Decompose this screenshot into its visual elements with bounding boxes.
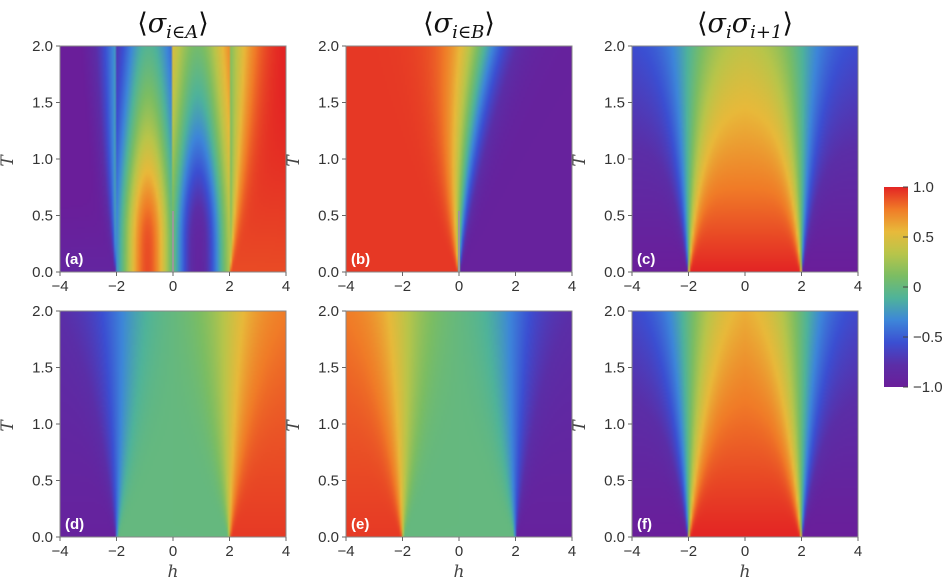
x-tick-label: −4 bbox=[337, 278, 354, 295]
x-tick-label: 2 bbox=[225, 543, 233, 560]
y-tick-label: 1.0 bbox=[318, 151, 339, 168]
heatmap-panel-c: −4 −2 0 2 4 0.0 0.5 1.0 1.5 2.0 T (c) bbox=[570, 38, 862, 295]
y-tick-label: 0.5 bbox=[32, 208, 53, 225]
column-title: ⟨σi∈A⟩ bbox=[137, 8, 209, 43]
x-tick-label: 2 bbox=[511, 278, 519, 295]
x-tick-label: 2 bbox=[511, 543, 519, 560]
y-tick-label: 2.0 bbox=[32, 303, 53, 320]
heatmap-panel-d: −4 −2 0 2 4 0.0 0.5 1.0 1.5 2.0 Th (d) bbox=[0, 303, 290, 582]
colorbar-tick-label: 0 bbox=[913, 279, 921, 296]
x-tick-label: 0 bbox=[455, 543, 463, 560]
panel-label: (f) bbox=[637, 516, 652, 533]
colorbar-tick-label: 1.0 bbox=[913, 179, 934, 196]
heatmap-image bbox=[60, 311, 286, 537]
y-tick-label: 0.5 bbox=[318, 473, 339, 490]
x-tick-label: 4 bbox=[854, 543, 862, 560]
x-tick-label: −4 bbox=[51, 543, 68, 560]
y-axis-label: T bbox=[570, 419, 590, 432]
heatmap-image bbox=[632, 311, 858, 537]
heatmap-panel-a: −4 −2 0 2 4 0.0 0.5 1.0 1.5 2.0 T (a) bbox=[0, 38, 290, 295]
x-tick-label: −4 bbox=[623, 543, 640, 560]
y-axis-label: T bbox=[570, 154, 590, 167]
y-tick-label: 2.0 bbox=[604, 303, 625, 320]
y-tick-label: 0.0 bbox=[604, 264, 625, 281]
y-tick-label: 1.5 bbox=[32, 360, 53, 377]
panel-label: (d) bbox=[65, 516, 84, 533]
heatmap-panel-e: −4 −2 0 2 4 0.0 0.5 1.0 1.5 2.0 Th (e) bbox=[284, 303, 576, 582]
y-tick-label: 2.0 bbox=[604, 38, 625, 55]
x-tick-label: 4 bbox=[282, 278, 290, 295]
y-tick-label: 2.0 bbox=[32, 38, 53, 55]
x-tick-label: −2 bbox=[394, 278, 411, 295]
panel-label: (b) bbox=[351, 251, 370, 268]
colorbar-tick-label: −1.0 bbox=[913, 379, 943, 396]
panel-label: (e) bbox=[351, 516, 369, 533]
y-tick-label: 0.0 bbox=[32, 529, 53, 546]
y-tick-label: 1.0 bbox=[32, 151, 53, 168]
y-tick-label: 1.0 bbox=[32, 416, 53, 433]
y-tick-label: 1.0 bbox=[604, 151, 625, 168]
y-tick-label: 0.5 bbox=[32, 473, 53, 490]
x-tick-label: 0 bbox=[741, 543, 749, 560]
x-tick-label: −4 bbox=[623, 278, 640, 295]
x-tick-label: 0 bbox=[741, 278, 749, 295]
x-tick-label: 4 bbox=[854, 278, 862, 295]
x-axis-label: h bbox=[168, 562, 179, 582]
heatmap-panel-b: −4 −2 0 2 4 0.0 0.5 1.0 1.5 2.0 T (b) bbox=[284, 38, 576, 295]
column-title: ⟨σi∈B⟩ bbox=[423, 8, 495, 43]
x-tick-label: −2 bbox=[394, 543, 411, 560]
x-axis-label: h bbox=[740, 562, 751, 582]
x-tick-label: 2 bbox=[225, 278, 233, 295]
column-titles: ⟨σi∈A⟩ ⟨σi∈B⟩ ⟨σiσi+1⟩ bbox=[137, 8, 793, 43]
x-tick-label: −2 bbox=[680, 543, 697, 560]
y-tick-label: 1.5 bbox=[32, 95, 53, 112]
y-tick-label: 1.5 bbox=[604, 360, 625, 377]
column-title: ⟨σiσi+1⟩ bbox=[697, 8, 793, 43]
x-tick-label: −4 bbox=[51, 278, 68, 295]
colorbar-tick-label: 0.5 bbox=[913, 229, 934, 246]
x-tick-label: 0 bbox=[169, 543, 177, 560]
y-tick-label: 0.5 bbox=[318, 208, 339, 225]
y-tick-label: 0.0 bbox=[32, 264, 53, 281]
x-tick-label: −2 bbox=[108, 543, 125, 560]
colorbar-tick-label: −0.5 bbox=[913, 329, 943, 346]
y-tick-label: 0.0 bbox=[318, 529, 339, 546]
y-tick-label: 1.0 bbox=[318, 416, 339, 433]
panel-label: (a) bbox=[65, 251, 83, 268]
y-tick-label: 2.0 bbox=[318, 303, 339, 320]
y-tick-label: 2.0 bbox=[318, 38, 339, 55]
panel-label: (c) bbox=[637, 251, 655, 268]
y-tick-label: 1.0 bbox=[604, 416, 625, 433]
x-tick-label: 4 bbox=[568, 278, 576, 295]
x-tick-label: 0 bbox=[169, 278, 177, 295]
y-axis-label: T bbox=[0, 419, 18, 432]
colorbar: 1.0 0.5 0 −0.5 −1.0 bbox=[884, 179, 943, 396]
heatmap-panel-f: −4 −2 0 2 4 0.0 0.5 1.0 1.5 2.0 Th (f) bbox=[570, 303, 862, 582]
y-axis-label: T bbox=[284, 154, 304, 167]
y-tick-label: 1.5 bbox=[318, 360, 339, 377]
y-tick-label: 0.0 bbox=[318, 264, 339, 281]
x-tick-label: −2 bbox=[108, 278, 125, 295]
x-tick-label: −2 bbox=[680, 278, 697, 295]
y-tick-label: 0.5 bbox=[604, 208, 625, 225]
x-tick-label: 2 bbox=[797, 278, 805, 295]
heatmap-image bbox=[346, 311, 572, 537]
x-tick-label: 4 bbox=[282, 543, 290, 560]
y-axis-label: T bbox=[284, 419, 304, 432]
x-tick-label: 0 bbox=[455, 278, 463, 295]
y-tick-label: 1.5 bbox=[318, 95, 339, 112]
heatmap-panels: −4 −2 0 2 4 0.0 0.5 1.0 1.5 2.0 T (a) −4 −2 0 2 4 0.0 0.5 1… bbox=[0, 38, 862, 582]
y-tick-label: 1.5 bbox=[604, 95, 625, 112]
y-tick-label: 0.5 bbox=[604, 473, 625, 490]
x-axis-label: h bbox=[454, 562, 465, 582]
x-tick-label: −4 bbox=[337, 543, 354, 560]
x-tick-label: 2 bbox=[797, 543, 805, 560]
heatmap-image bbox=[632, 46, 858, 272]
x-tick-label: 4 bbox=[568, 543, 576, 560]
y-axis-label: T bbox=[0, 154, 18, 167]
y-tick-label: 0.0 bbox=[604, 529, 625, 546]
